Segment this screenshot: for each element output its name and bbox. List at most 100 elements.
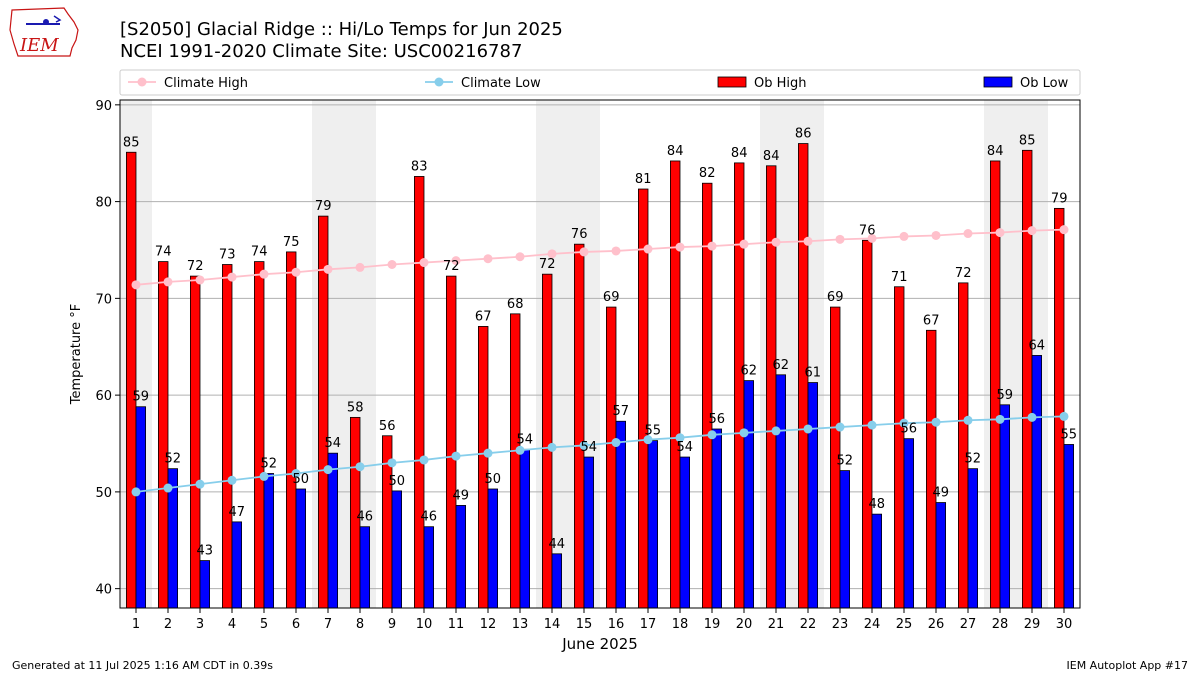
ob-high-label-19: 82 <box>699 166 716 181</box>
ob-high-label-1: 85 <box>123 135 140 150</box>
ob-low-bar-14 <box>551 553 563 609</box>
ob-low-label-26: 49 <box>933 486 950 501</box>
ob-high-bar-30 <box>1054 207 1065 609</box>
x-tick-label-9: 9 <box>388 617 396 632</box>
x-tick-label-26: 26 <box>928 617 945 632</box>
climate-low-point-7 <box>323 465 333 475</box>
ob-low-bar-26 <box>935 502 947 609</box>
ob-high-label-10: 83 <box>411 159 428 174</box>
x-tick-label-24: 24 <box>864 617 881 632</box>
climate-low-line <box>135 415 1065 493</box>
x-tick-label-30: 30 <box>1056 617 1073 632</box>
ob-low-bar-24 <box>871 513 883 609</box>
climate-high-line <box>135 228 1065 286</box>
ob-low-label-30: 55 <box>1061 427 1078 442</box>
climate-high-point-20 <box>739 239 749 249</box>
climate-low-point-23 <box>835 422 845 432</box>
logo-anemometer <box>53 15 62 23</box>
ob-high-label-25: 71 <box>891 270 908 285</box>
x-tick-label-15: 15 <box>576 617 593 632</box>
ob-high-bar-11 <box>445 275 457 609</box>
ob-high-bar-6 <box>285 251 297 609</box>
ob-high-bar-14 <box>542 273 553 609</box>
ob-low-label-29: 64 <box>1029 338 1046 353</box>
climate-high-point-24 <box>867 233 877 243</box>
iem-logo: IEM <box>9 7 79 57</box>
ob-high-label-26: 67 <box>923 313 940 328</box>
x-tick-label-3: 3 <box>196 617 204 632</box>
x-axis-ticks: 1 2 3 4 5 6 7 8 9 10 11 12 13 14 15 16 17 18 19 20 21 22 23 24 2… <box>132 608 1072 632</box>
ob-low-bar-8 <box>359 526 371 609</box>
climate-high-point-5 <box>259 269 269 279</box>
x-tick-label-14: 14 <box>544 617 561 632</box>
climate-high-point-11 <box>451 256 461 266</box>
x-tick-label-16: 16 <box>608 617 625 632</box>
ob-low-bar-20 <box>743 380 755 609</box>
climate-low-point-17 <box>643 435 653 445</box>
climate-high-point-4 <box>227 272 237 282</box>
ob-low-label-10: 46 <box>421 510 438 525</box>
ob-low-bar-27 <box>967 468 979 609</box>
ob-low-bar-3 <box>199 560 211 609</box>
legend-swatch-marker-climate-low <box>434 77 444 87</box>
footer-generated: Generated at 11 Jul 2025 1:16 AM CDT in … <box>12 659 273 672</box>
ob-high-label-15: 76 <box>571 227 588 242</box>
x-tick-label-5: 5 <box>260 617 268 632</box>
ob-low-bar-1 <box>135 406 147 609</box>
ob-high-label-23: 69 <box>827 290 844 305</box>
climate-low-point-11 <box>451 451 461 461</box>
x-tick-label-23: 23 <box>832 617 849 632</box>
chart-subtitle: NCEI 1991-2020 Climate Site: USC00216787 <box>120 41 522 62</box>
legend-swatch-ob-low <box>983 76 1013 88</box>
climate-low-point-4 <box>227 475 237 485</box>
ob-low-label-20: 62 <box>741 364 758 379</box>
ob-high-bar-15 <box>574 243 585 609</box>
climate-low-point-16 <box>611 438 621 448</box>
y-tick-label-50: 50 <box>95 486 112 501</box>
ob-low-label-11: 49 <box>453 488 470 503</box>
ob-high-bar-12 <box>477 326 489 609</box>
legend-label-climate-high: Climate High <box>164 76 248 91</box>
x-tick-label-6: 6 <box>292 617 300 632</box>
ob-high-bar-21 <box>766 165 777 609</box>
ob-high-bar-5 <box>253 261 265 609</box>
ob-high-label-2: 74 <box>155 245 172 260</box>
legend: Climate High Climate Low Ob High Ob Low <box>119 69 1081 96</box>
ob-high-bar-29 <box>1022 149 1033 609</box>
climate-low-point-18 <box>675 433 685 443</box>
ob-high-label-18: 84 <box>667 144 684 159</box>
logo-text: IEM <box>19 35 59 56</box>
ob-low-label-6: 50 <box>293 472 310 487</box>
ob-low-bar-4 <box>231 521 243 609</box>
ob-high-label-30: 79 <box>1051 191 1068 206</box>
x-axis-label: June 2025 <box>561 635 638 653</box>
climate-low-point-15 <box>579 440 589 450</box>
ob-high-label-9: 56 <box>379 419 396 434</box>
legend-label-ob-high: Ob High <box>754 76 807 91</box>
y-axis-label: Temperature °F <box>69 304 84 405</box>
climate-lines <box>131 225 1069 497</box>
ob-high-label-3: 72 <box>187 259 204 274</box>
climate-high-point-7 <box>323 264 333 274</box>
climate-low-point-19 <box>707 430 717 440</box>
ob-low-label-12: 50 <box>485 472 502 487</box>
ob-low-label-23: 52 <box>837 454 854 469</box>
y-axis-ticks: 40 50 60 70 80 90 <box>95 99 120 598</box>
ob-low-label-17: 55 <box>645 424 662 439</box>
ob-low-bar-13 <box>519 448 531 609</box>
ob-low-bar-29 <box>1031 355 1043 609</box>
ob-high-label-24: 76 <box>859 223 876 238</box>
climate-high-point-28 <box>995 228 1005 238</box>
climate-low-point-27 <box>963 415 973 425</box>
climate-high-point-14 <box>547 249 557 259</box>
y-tick-label-40: 40 <box>95 583 112 598</box>
ob-low-label-28: 59 <box>997 388 1014 403</box>
ob-low-bar-28 <box>999 404 1011 609</box>
ob-low-label-14: 44 <box>549 537 566 552</box>
legend-frame <box>119 69 1081 96</box>
ob-high-label-27: 72 <box>955 266 972 281</box>
climate-high-point-26 <box>931 230 941 240</box>
climate-high-point-18 <box>675 242 685 252</box>
data-labels: 85 59 74 52 72 43 73 47 74 52 75 50 79 54 58 46 56 50 83 46… <box>123 127 1077 559</box>
climate-high-point-23 <box>835 234 845 244</box>
